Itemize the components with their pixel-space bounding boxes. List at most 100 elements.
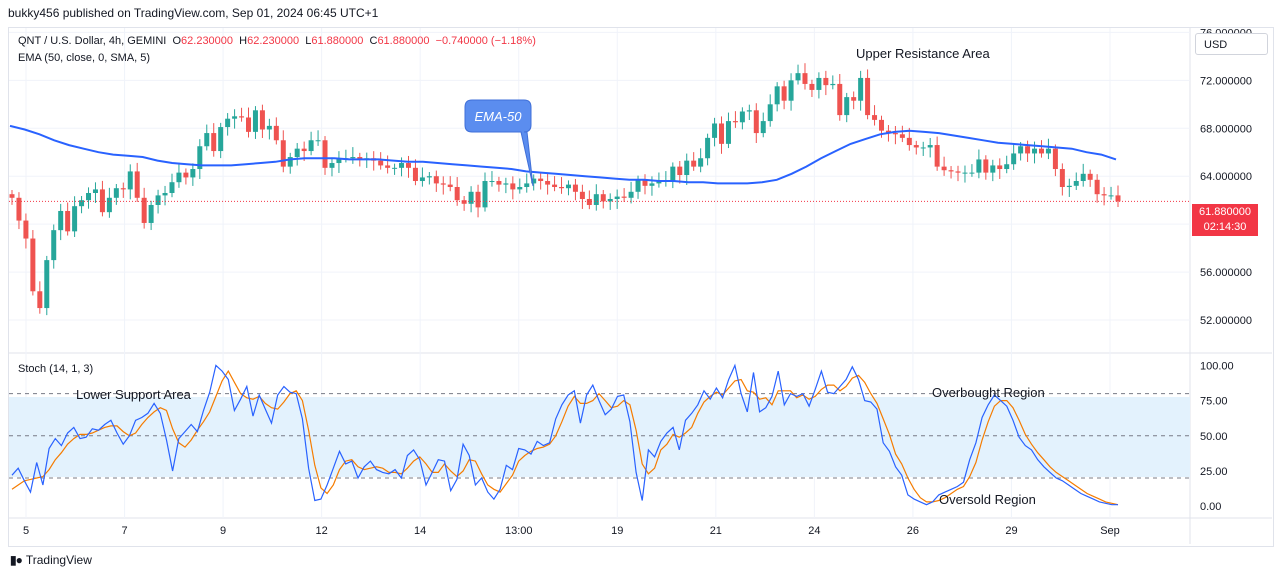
high-label: H — [239, 35, 248, 47]
candle-body — [732, 121, 738, 123]
ema-line — [9, 124, 1117, 185]
candle-body — [858, 77, 864, 101]
candle-body — [503, 183, 509, 185]
candle-body — [440, 183, 446, 185]
close-label: C — [369, 35, 378, 47]
candle-body — [385, 165, 391, 168]
candle-body — [517, 187, 523, 190]
candle-body — [600, 194, 606, 202]
candle-body — [621, 196, 627, 198]
candle-body — [405, 163, 411, 168]
time-tick-label: 5 — [23, 525, 29, 537]
candle-body — [976, 159, 982, 173]
candle-body — [1018, 146, 1024, 154]
candle-body — [635, 179, 641, 192]
ema-callout-label: EMA-50 — [475, 109, 523, 124]
footer-brand[interactable]: ▮● TradingView — [10, 553, 92, 567]
brand-label: TradingView — [25, 553, 92, 567]
upper-resistance-label: Upper Resistance Area — [856, 46, 990, 61]
stoch-series — [11, 363, 1119, 506]
candle-body — [1101, 194, 1107, 196]
candle-body — [872, 115, 878, 120]
low-value: 61.880000 — [311, 35, 364, 47]
candle-body — [837, 83, 843, 116]
candle-body — [99, 189, 105, 213]
candle-body — [72, 206, 78, 232]
candle-body — [1080, 173, 1086, 182]
candle-body — [1025, 146, 1031, 154]
candle-body — [426, 176, 432, 178]
candle-body — [127, 171, 133, 190]
low-label: L — [305, 35, 312, 47]
candle-body — [475, 191, 481, 208]
candle-body — [86, 192, 92, 201]
ema-legend[interactable]: EMA (50, close, 0, SMA, 5) — [18, 52, 151, 64]
candle-body — [37, 291, 43, 309]
candle-body — [9, 194, 15, 198]
candle-body — [677, 166, 683, 176]
price-tick-label: 72.000000 — [1200, 75, 1252, 87]
time-axis[interactable]: 5 7 9 12 14 13:00 19 21 24 26 29 Sep — [23, 525, 1120, 537]
candle-body — [433, 176, 439, 184]
candle-body — [16, 197, 22, 221]
price-tick-label: 56.000000 — [1200, 267, 1252, 279]
stoch-band — [9, 397, 1190, 477]
candle-body — [1087, 173, 1093, 180]
candle-body — [447, 184, 453, 188]
candle-body — [913, 145, 919, 148]
candle-body — [23, 220, 29, 239]
time-tick-label: 7 — [121, 525, 127, 537]
candle-body — [1059, 169, 1065, 188]
candle-body — [698, 158, 704, 167]
candle-body — [252, 110, 258, 132]
candle-body — [878, 119, 884, 131]
last-price-tag: 61.880000 02:14:30 — [1192, 204, 1258, 236]
candle-body — [739, 111, 745, 123]
candle-body — [524, 183, 530, 188]
price-tick-label: 64.000000 — [1200, 171, 1252, 183]
candle-body — [586, 198, 592, 205]
oversold-label: Oversold Region — [939, 492, 1036, 507]
symbol-label[interactable]: QNT / U.S. Dollar, 4h, GEMINI — [18, 35, 167, 47]
candle-body — [259, 110, 265, 130]
candle-body — [204, 133, 210, 147]
candle-body — [990, 165, 996, 173]
candle-body — [948, 170, 954, 172]
time-tick-label: 21 — [710, 525, 722, 537]
candle-body — [392, 167, 398, 169]
high-value: 62.230000 — [247, 35, 300, 47]
candle-body — [844, 97, 850, 116]
stoch-d-line — [11, 369, 1119, 506]
candle-body — [1032, 148, 1038, 154]
candle-body — [795, 73, 801, 81]
candle-body — [670, 166, 676, 182]
time-tick-label: 12 — [316, 525, 328, 537]
price-axis[interactable]: 76.00000072.00000068.00000064.00000060.0… — [1200, 27, 1252, 513]
candle-body — [308, 140, 314, 152]
candle-body — [378, 160, 384, 166]
candle-body — [468, 191, 474, 204]
candle-body — [190, 169, 196, 178]
candle-body — [941, 166, 947, 171]
candle-body — [329, 163, 335, 168]
candle-body — [176, 172, 182, 183]
time-tick-label: Sep — [1100, 525, 1120, 537]
time-tick-label: 19 — [611, 525, 623, 537]
candle-body — [684, 160, 690, 176]
candle-body — [399, 163, 405, 168]
candle-body — [454, 187, 460, 201]
candle-body — [607, 198, 613, 202]
candle-body — [997, 165, 1003, 170]
candle-body — [593, 194, 599, 205]
candle-body — [642, 179, 648, 186]
stoch-legend[interactable]: Stoch (14, 1, 3) — [18, 363, 94, 375]
candle-body — [955, 171, 961, 173]
candle-body — [58, 210, 64, 231]
candle-body — [51, 230, 57, 261]
currency-selector[interactable]: USD — [1195, 33, 1268, 55]
stoch-tick-label: 75.00 — [1200, 396, 1228, 408]
candle-body — [197, 146, 203, 170]
open-label: O — [172, 35, 182, 47]
candle-body — [336, 158, 342, 164]
